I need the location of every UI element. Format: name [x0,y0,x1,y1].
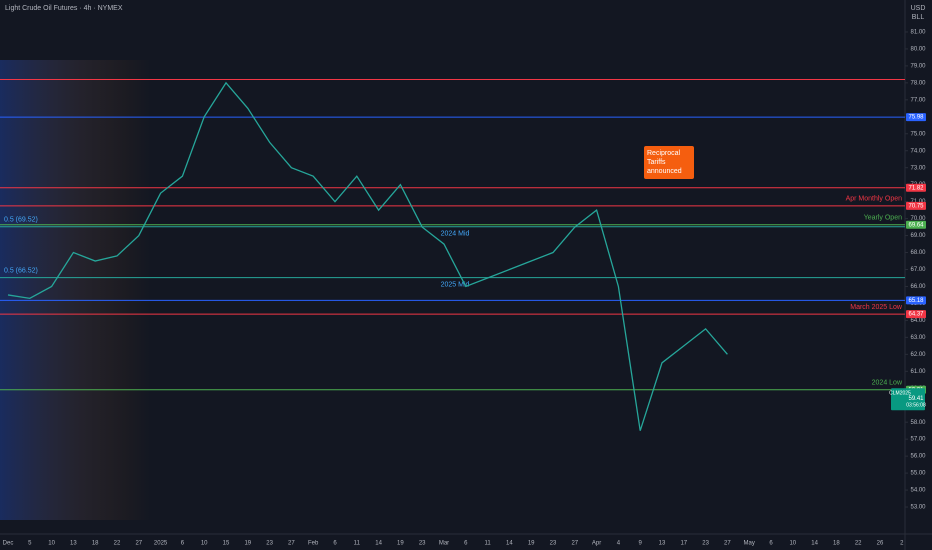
price-line [7,81,728,431]
x-tick-label: 4 [617,541,621,547]
y-tick-label: 80.00 [910,47,926,53]
x-tick-label: 27 [571,541,578,547]
x-tick-label: 13 [659,541,666,547]
x-tick-label: 27 [135,541,142,547]
y-tick-label: 79.00 [910,63,926,69]
x-tick-label: 23 [266,541,273,547]
x-tick-label: 19 [397,541,404,547]
level-label: 2025 Mid [441,281,470,288]
x-tick-label: 19 [244,541,251,547]
level-tag [906,220,926,229]
y-tick-label: 57.00 [910,437,926,443]
x-tick-label: 27 [724,541,731,547]
y-tick-label: 75.00 [910,131,926,137]
x-tick-label: Mar [439,541,449,547]
level-label: 2024 Mid [441,231,470,238]
level-tag-label: 64.37 [908,312,924,318]
x-tick-label: 9 [639,541,643,547]
y-tick-label: 74.00 [910,148,926,154]
y-tick-label: 55.00 [910,471,926,477]
x-tick-label: 6 [181,541,185,547]
x-tick-label: 27 [288,541,295,547]
y-tick-label: 70.00 [910,216,926,222]
level-tag [906,201,926,210]
x-tick-label: Apr [592,541,601,547]
y-tick-label: 68.00 [910,250,926,256]
x-tick-label: 11 [354,541,361,547]
x-tick-label: Dec [3,541,14,547]
x-tick-label: 14 [506,541,513,547]
x-tick-label: 14 [375,541,382,547]
level-tag [906,296,926,305]
last-price-tag [891,388,925,411]
y-tick-label: 54.00 [910,488,926,494]
level-tag-label: 70.75 [908,203,924,209]
x-tick-label: 19 [528,541,535,547]
y-tick-label: 63.00 [910,335,926,341]
y-tick-label: 73.00 [910,165,926,171]
x-tick-label: 5 [28,541,32,547]
level-tag [906,113,926,122]
level-tag-label: 65.18 [908,298,924,304]
y-tick-label: 67.00 [910,267,926,273]
countdown: 03:56:08 [906,403,926,409]
x-tick-label: 17 [680,541,687,547]
x-tick-label: 23 [419,541,426,547]
y-tick-label: 81.00 [910,30,926,36]
x-tick-label: 6 [333,541,337,547]
y-tick-label: 56.00 [910,454,926,460]
x-tick-label: 6 [769,541,773,547]
level-tag-label: 69.64 [908,222,924,228]
level-label: Apr Monthly Open [846,196,903,203]
x-tick-label: 22 [114,541,121,547]
y-tick-label: 62.00 [910,352,926,358]
x-tick-label: 10 [201,541,208,547]
y-tick-label: 66.00 [910,284,926,290]
y-tick-label: 58.00 [910,420,926,426]
last-price: 59.41 [908,396,924,402]
y-tick-label: 64.00 [910,318,926,324]
y-tick-label: 53.00 [910,505,926,511]
x-tick-label: 18 [833,541,840,547]
x-tick-label: 6 [464,541,468,547]
level-tag [906,183,926,192]
x-tick-label: 2025 [154,541,168,547]
x-tick-label: 11 [484,541,491,547]
level-label: 0.5 (66.52) [4,267,38,274]
y-tick-label: 61.00 [910,369,926,375]
x-tick-label: 26 [877,541,884,547]
annotation: Reciprocal Tariffs announced [644,146,694,179]
x-tick-label: 23 [550,541,557,547]
level-label: 0.5 (69.52) [4,217,38,224]
level-label: 2024 Low [872,380,903,387]
symbol: CLM2025 [889,391,911,397]
level-label: March 2025 Low [850,304,903,311]
y-tick-label: 78.00 [910,80,926,86]
x-tick-label: 2 [900,541,904,547]
level-label: Yearly Open [864,215,902,222]
x-tick-label: 14 [811,541,818,547]
x-tick-label: 10 [789,541,796,547]
x-tick-label: 18 [92,541,99,547]
x-tick-label: 22 [855,541,862,547]
x-tick-label: 23 [702,541,709,547]
y-tick-label: 69.00 [910,233,926,239]
x-tick-label: Feb [308,541,319,547]
level-tag-label: 71.82 [908,185,924,191]
y-tick-label: 77.00 [910,97,926,103]
level-tag [906,310,926,319]
unit: BLL [912,14,925,21]
x-tick-label: May [744,541,755,547]
x-tick-label: 15 [223,541,230,547]
volume-profile [0,60,150,520]
currency: USD [911,5,926,12]
x-tick-label: 10 [48,541,55,547]
level-tag-label: 75.98 [908,115,924,121]
x-tick-label: 13 [70,541,77,547]
chart-title: Light Crude Oil Futures · 4h · NYMEX [5,5,123,12]
